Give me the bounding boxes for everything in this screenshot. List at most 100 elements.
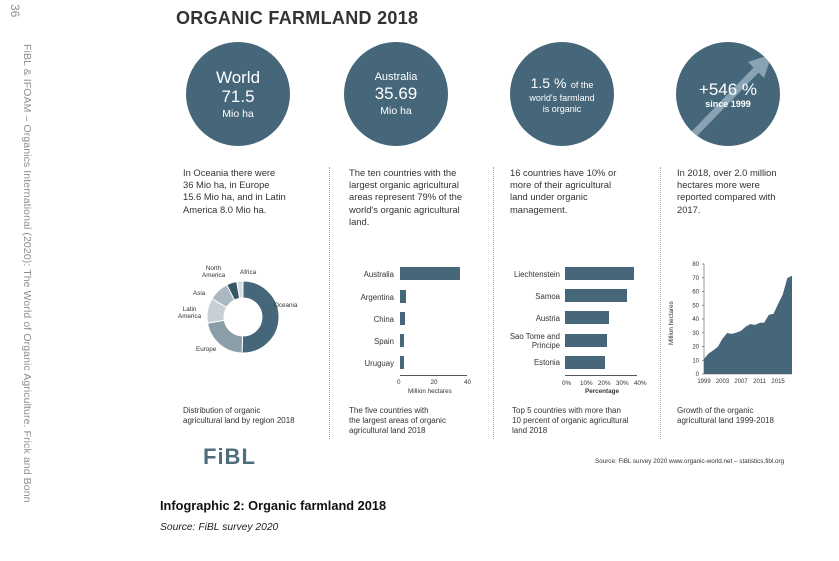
x-tick-label: 40% [634, 380, 647, 387]
bar-label: Austria [535, 314, 560, 323]
desc-line: The ten countries with the [349, 167, 457, 178]
donut-label-line: North [205, 265, 222, 272]
caption-line: the largest areas of organic [349, 416, 446, 426]
caption-countries: The five countries with the largest area… [349, 406, 489, 437]
caption-line: agricultural land 2018 [349, 426, 426, 436]
y-tick-label: 10 [692, 358, 699, 364]
bar-australia [400, 267, 460, 280]
caption-line: land 2018 [512, 426, 548, 436]
x-tick-label: 1999 [697, 379, 711, 385]
x-tick-label: 2011 [753, 379, 767, 385]
source-line: Source: FiBL survey 2020 www.organic-wor… [595, 458, 785, 465]
x-tick-label: 10% [580, 380, 593, 387]
caption-line: Growth of the organic [677, 406, 754, 415]
donut-slice-oceania [241, 280, 280, 354]
desc-line: management. [510, 203, 568, 215]
world-value: 71.5 [221, 86, 255, 106]
area-series [704, 275, 792, 374]
desc-line: In 2018, over 2.0 million [677, 167, 777, 178]
growth-circle: +546 % since 1999 [676, 42, 780, 146]
y-tick-label: 20 [692, 345, 699, 351]
x-tick-label: 0 [397, 379, 401, 386]
donut-label-line: America [178, 313, 202, 320]
bar-austria [565, 311, 610, 324]
donut-label-asia: Asia [193, 290, 205, 297]
bar-label-line: Sao Tome and [509, 332, 560, 341]
column-divider [329, 167, 330, 439]
bar-label: Estonia [533, 358, 560, 367]
x-tick-label: 0% [562, 380, 572, 387]
y-tick-label: 50 [692, 303, 699, 309]
growth-since: since 1999 [705, 98, 751, 109]
donut-label-line: America [202, 272, 226, 279]
caption-line: Distribution of organic [183, 406, 261, 415]
growth-value: +546 % [698, 79, 758, 99]
y-tick-label: 80 [692, 262, 699, 268]
column-divider [493, 167, 494, 439]
bar-label: Uruguay [364, 359, 394, 368]
infographic-title: Infographic 2: Organic farmland 2018 [160, 498, 387, 513]
x-tick-label: 40 [464, 379, 472, 386]
x-axis-line [565, 375, 637, 376]
world-circle: World 71.5 Mio ha [186, 42, 290, 146]
bar-label-line: Principe [531, 341, 560, 350]
desc-line: 15.6 Mio ha, and in Latin [183, 191, 286, 203]
donut-label-line: Africa [240, 269, 257, 276]
fibl-logo: FiBL [203, 444, 256, 469]
bar-sao-tome [565, 334, 607, 347]
desc-line: land. [349, 215, 370, 227]
bar-label: Australia [363, 270, 394, 279]
donut-label-europe: Europe [196, 346, 216, 353]
caption-line: Top 5 countries with more than [512, 406, 621, 415]
bar-argentina [400, 290, 407, 303]
bar-label: Liechtenstein [514, 270, 560, 279]
share-value: 1.5 % [530, 74, 567, 91]
bar-label-sao-tome: Sao Tome and Principe [494, 332, 560, 350]
australia-unit: Mio ha [380, 104, 412, 117]
bar-label: Spain [374, 337, 394, 346]
bar-uruguay [400, 356, 404, 369]
bar-liechtenstein [565, 267, 635, 280]
x-tick-label: 2015 [771, 379, 785, 385]
bar-label: China [373, 315, 394, 324]
growth-area-chart: 0 10 20 30 40 50 60 70 80 1999 2003 2007 2011 2015 [692, 262, 792, 385]
growth-arrow-icon [691, 54, 772, 137]
desc-share: 16 countries have 10% or more of their a… [510, 167, 640, 216]
y-tick-label: 70 [692, 276, 699, 282]
desc-line: hectares more were [677, 179, 760, 191]
y-tick-label: 40 [692, 317, 699, 323]
x-axis-title: Percentage [585, 388, 619, 395]
desc-line: more of their agricultural [510, 179, 612, 191]
caption-line: agricultural land 1999-2018 [677, 416, 774, 426]
y-tick-label: 60 [692, 290, 699, 296]
desc-line: In Oceania there were [183, 167, 276, 178]
column-divider [660, 167, 661, 439]
donut-label-line: Asia [193, 290, 206, 297]
donut-label-line: Latin [182, 306, 197, 313]
caption-shares: Top 5 countries with more than 10 percen… [512, 406, 652, 437]
y-axis-title: Million hectares [668, 301, 675, 345]
x-axis-title: Million hectares [408, 388, 452, 395]
donut-label-latin-america: Latin America [178, 306, 201, 320]
x-tick-label: 2003 [716, 379, 730, 385]
donut-label-line: Oceania [274, 302, 298, 309]
desc-line: America 8.0 Mio ha. [183, 203, 267, 215]
x-tick-label: 20 [430, 379, 438, 386]
bar-china [400, 312, 406, 325]
bar-label: Argentina [360, 293, 394, 302]
infographic-source: Source: FiBL survey 2020 [160, 522, 279, 533]
share-line3: is organic [542, 103, 582, 114]
bar-estonia [565, 356, 606, 369]
world-label: World [215, 67, 261, 87]
bar-spain [400, 334, 404, 347]
region-donut-chart [206, 280, 280, 354]
share-circle: 1.5 % of the world's farmland is organic [510, 42, 614, 146]
x-tick-label: 2007 [734, 379, 748, 385]
desc-line: reported compared with [677, 191, 776, 203]
share-of-the: of the [570, 79, 594, 90]
desc-line: areas represent 79% of the [349, 191, 463, 203]
australia-label: Australia [374, 70, 418, 83]
y-tick-label: 30 [692, 331, 699, 337]
desc-line: 2017. [677, 203, 701, 215]
donut-label-oceania: Oceania [274, 302, 297, 309]
